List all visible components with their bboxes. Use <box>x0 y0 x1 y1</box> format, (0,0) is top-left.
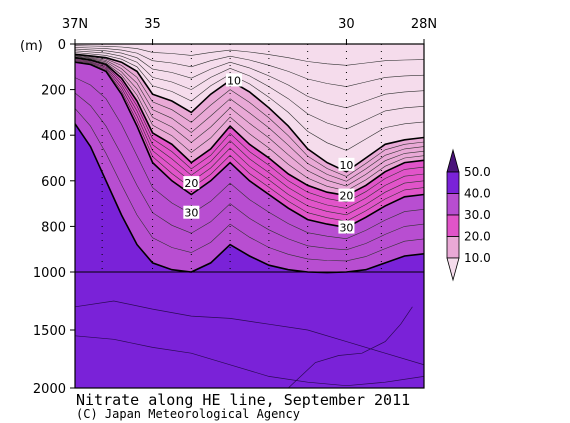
contour-label-bg <box>183 205 200 219</box>
y-tick-label: 400 <box>41 129 66 144</box>
thin-contour-line <box>75 56 424 187</box>
thin-contour-line <box>75 92 424 251</box>
band-1 <box>75 44 424 172</box>
thin-contour-line <box>75 77 424 240</box>
contour-label: 30 <box>339 222 353 235</box>
contour-label: 10 <box>339 159 353 172</box>
x-tick-label: 30 <box>338 17 355 32</box>
colorbar-label: 30.0 <box>464 208 491 222</box>
contour-label: 20 <box>339 190 353 203</box>
thin-contour-line <box>75 48 424 109</box>
deep-contour-line <box>75 300 424 366</box>
deep-contour-line <box>288 306 413 388</box>
thin-contour-line <box>75 47 424 87</box>
colorbar-label: 50.0 <box>464 165 491 179</box>
y-tick-label: 0 <box>58 38 66 53</box>
thin-contour-line <box>75 56 424 192</box>
station-lines <box>101 44 382 272</box>
contour-20 <box>75 56 424 197</box>
colorbar-label: 40.0 <box>464 187 491 201</box>
band-2 <box>75 54 424 196</box>
contour-30 <box>75 61 424 229</box>
thin-contour-line <box>75 50 424 130</box>
plot-area <box>75 44 424 388</box>
chart-title: Nitrate along HE line, September 2011 <box>76 391 410 409</box>
thin-contour-line <box>75 60 424 216</box>
deep-contour-line <box>75 335 424 387</box>
colorbar-label: 20.0 <box>464 230 491 244</box>
colorbar-segment <box>446 193 460 216</box>
thin-contour-line <box>75 55 424 182</box>
contour-label-bg <box>225 73 242 87</box>
thin-contour-line <box>75 58 424 203</box>
contour-label: 30 <box>184 207 198 220</box>
contour-40 <box>75 123 424 274</box>
deep-contours <box>75 300 424 388</box>
contour-label-bg <box>338 220 355 234</box>
credit-line: (C) Japan Meteorological Agency <box>76 407 300 421</box>
contour-label-bg <box>338 188 355 202</box>
colorbar-segment <box>446 236 460 259</box>
colorbar-min-arrow <box>446 257 460 282</box>
thin-contour-line <box>75 59 424 209</box>
colorbar: 50.0 40.0 30.0 20.0 10.0 <box>446 148 491 282</box>
band-4 <box>75 62 424 273</box>
colorbar-segment <box>446 214 460 237</box>
x-tick-label: 35 <box>144 17 161 32</box>
y-axis-unit: (m) <box>20 39 43 54</box>
thin-contour-line <box>75 45 424 66</box>
colorbar-segment <box>446 171 460 194</box>
y-tick-label: 800 <box>41 220 66 235</box>
x-tick-label: 28N <box>411 17 437 32</box>
y-tick-label: 600 <box>41 175 66 190</box>
contour-label-bg <box>338 157 355 171</box>
y-tick-label: 1000 <box>33 266 66 281</box>
colorbar-max-arrow <box>446 148 460 173</box>
thin-contour-line <box>75 54 424 177</box>
y-tick-label: 1500 <box>33 324 66 339</box>
y-tick-label: 200 <box>41 84 66 99</box>
y-axis: 0 200 400 600 800 1000 1500 2000 <box>33 38 75 397</box>
contour-label: 10 <box>227 74 241 87</box>
thin-contour-line <box>75 61 424 222</box>
thin-contour-line <box>75 108 424 262</box>
contour-labels: 10 10 20 20 30 30 <box>183 73 355 235</box>
x-axis: 37N 35 30 28N <box>62 17 437 44</box>
plot-frame <box>74 43 425 389</box>
x-tick-label: 37N <box>62 17 88 32</box>
y-tick-label: 2000 <box>33 382 66 397</box>
contour-label-bg <box>183 176 200 190</box>
thin-contours <box>75 45 424 262</box>
contour-label: 20 <box>184 177 198 190</box>
colorbar-label: 10.0 <box>464 251 491 265</box>
